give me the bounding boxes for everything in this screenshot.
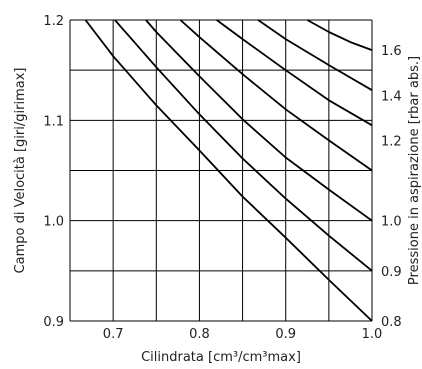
x-tick-label: 0.8 [189, 327, 210, 342]
pressure-label: 1.6 [381, 44, 402, 59]
grid [69, 19, 373, 322]
curve-4 [179, 19, 373, 172]
y-tick-label: 1.0 [43, 215, 64, 230]
y-tick-label: 1.1 [43, 114, 64, 129]
tick-labels: 0.7 0.8 0.9 1.0 0.9 1.0 1.1 1.2 0.8 0.9 1.0 1.2 1.4 1… [43, 14, 401, 342]
x-tick-label: 0.9 [275, 327, 296, 342]
y-axis-title: Campo di Velocità [giri/girimax] [13, 68, 28, 274]
y-tick-label: 0.9 [43, 315, 64, 330]
y-tick-label: 1.2 [43, 14, 64, 29]
pressure-label: 1.0 [381, 215, 402, 230]
right-axis-title: Pressione in aspirazione [rbar abs.] [407, 56, 422, 285]
x-tick-label: 1.0 [362, 327, 383, 342]
curve-6 [257, 19, 373, 91]
curve-2 [114, 19, 373, 272]
x-tick-label: 0.7 [103, 327, 124, 342]
curves [84, 19, 373, 322]
x-axis-title: Cilindrata [cm³/cm³max] [141, 350, 301, 365]
pressure-label: 1.4 [381, 89, 402, 104]
pressure-label: 1.2 [381, 134, 402, 149]
curve-1 [84, 19, 373, 322]
curve-3 [145, 19, 373, 222]
pressure-label: 0.8 [381, 315, 402, 330]
curve-7 [306, 19, 373, 51]
pressure-label: 0.9 [381, 265, 402, 280]
curve-5 [216, 19, 373, 127]
